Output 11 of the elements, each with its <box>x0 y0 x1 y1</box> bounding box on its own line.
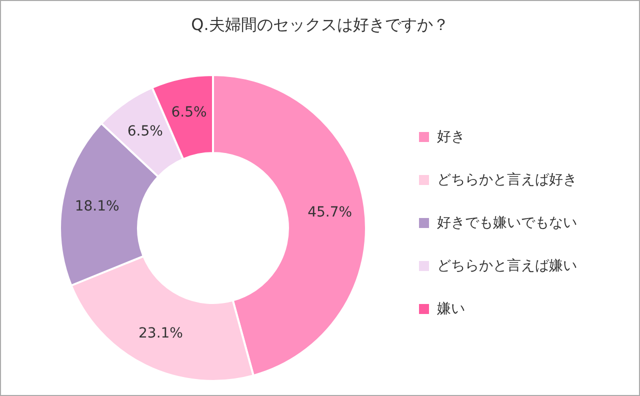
legend-label: 好きでも嫌いでもない <box>437 214 577 232</box>
legend-label: どちらかと言えば嫌い <box>437 257 577 275</box>
legend-label: 好き <box>437 128 465 146</box>
chart-title: Q.夫婦間のセックスは好きですか？ <box>190 15 450 36</box>
legend-label: 嫌い <box>437 300 465 318</box>
legend-label: どちらかと言えば好き <box>437 171 577 189</box>
data-label: 23.1% <box>138 326 183 342</box>
data-label: 45.7% <box>308 204 352 220</box>
data-label: 6.5% <box>171 104 207 121</box>
data-label: 18.1% <box>74 198 120 214</box>
data-label: 6.5% <box>127 124 163 140</box>
